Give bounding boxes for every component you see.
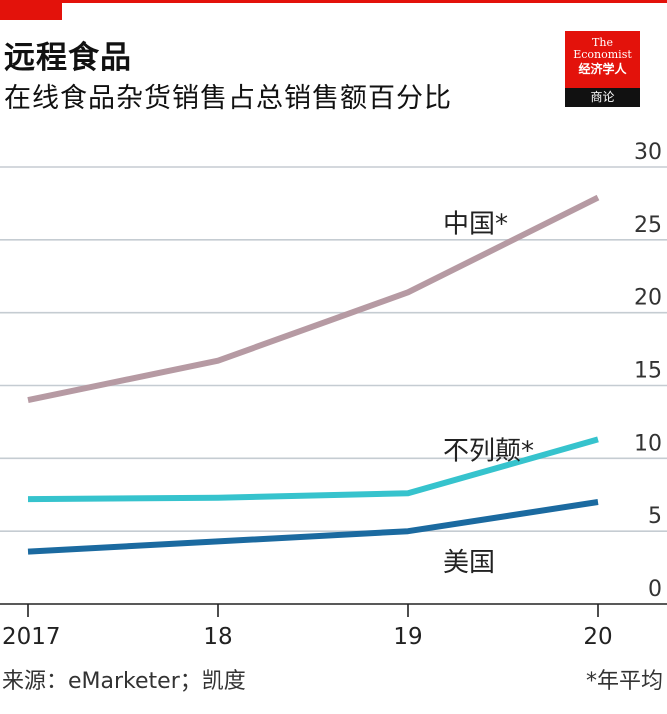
footnote-annual-average: *年平均 <box>585 669 663 694</box>
y-tick-label: 25 <box>634 213 662 238</box>
economist-logo: The Economist 经济学人 商论 <box>565 31 640 107</box>
y-tick-label: 15 <box>634 359 662 384</box>
chart-subtitle: 在线食品杂货销售占总销售额百分比 <box>4 83 452 114</box>
series-line-1 <box>27 436 599 503</box>
x-axis: 2017 18 19 20 <box>0 603 667 650</box>
top-red-tag <box>0 0 62 20</box>
x-tick-label: 19 <box>393 624 422 650</box>
y-tick-labels: 0 5 10 15 20 25 30 <box>634 140 662 602</box>
top-red-rule <box>0 0 667 3</box>
logo-line-the: The <box>592 36 613 49</box>
series-labels: 中国* 不列颠* 美国 <box>443 209 534 578</box>
x-tick-label: 2017 <box>2 624 61 650</box>
logo-black-block: 商论 <box>565 88 640 107</box>
y-tick-label: 20 <box>634 286 662 311</box>
series-lines <box>27 194 600 555</box>
series-label-2: 美国 <box>443 548 495 578</box>
chart-title: 远程食品 <box>4 40 132 76</box>
logo-red-block: The Economist 经济学人 <box>565 31 640 88</box>
logo-line-chinese: 经济学人 <box>578 62 627 76</box>
x-tick-label: 20 <box>583 624 612 650</box>
y-tick-label: 5 <box>648 504 662 529</box>
series-line-2 <box>27 499 599 555</box>
gridlines <box>0 166 667 532</box>
y-tick-label: 30 <box>634 140 662 165</box>
series-label-0: 中国* <box>443 209 508 239</box>
series-line-0 <box>27 194 600 404</box>
series-label-1: 不列颠* <box>443 436 534 466</box>
source-note: 来源：eMarketer；凯度 <box>2 669 246 694</box>
x-tick-label: 18 <box>203 624 232 650</box>
y-tick-label: 10 <box>634 431 662 456</box>
y-tick-label: 0 <box>648 577 662 602</box>
logo-line-economist: Economist <box>573 48 632 61</box>
